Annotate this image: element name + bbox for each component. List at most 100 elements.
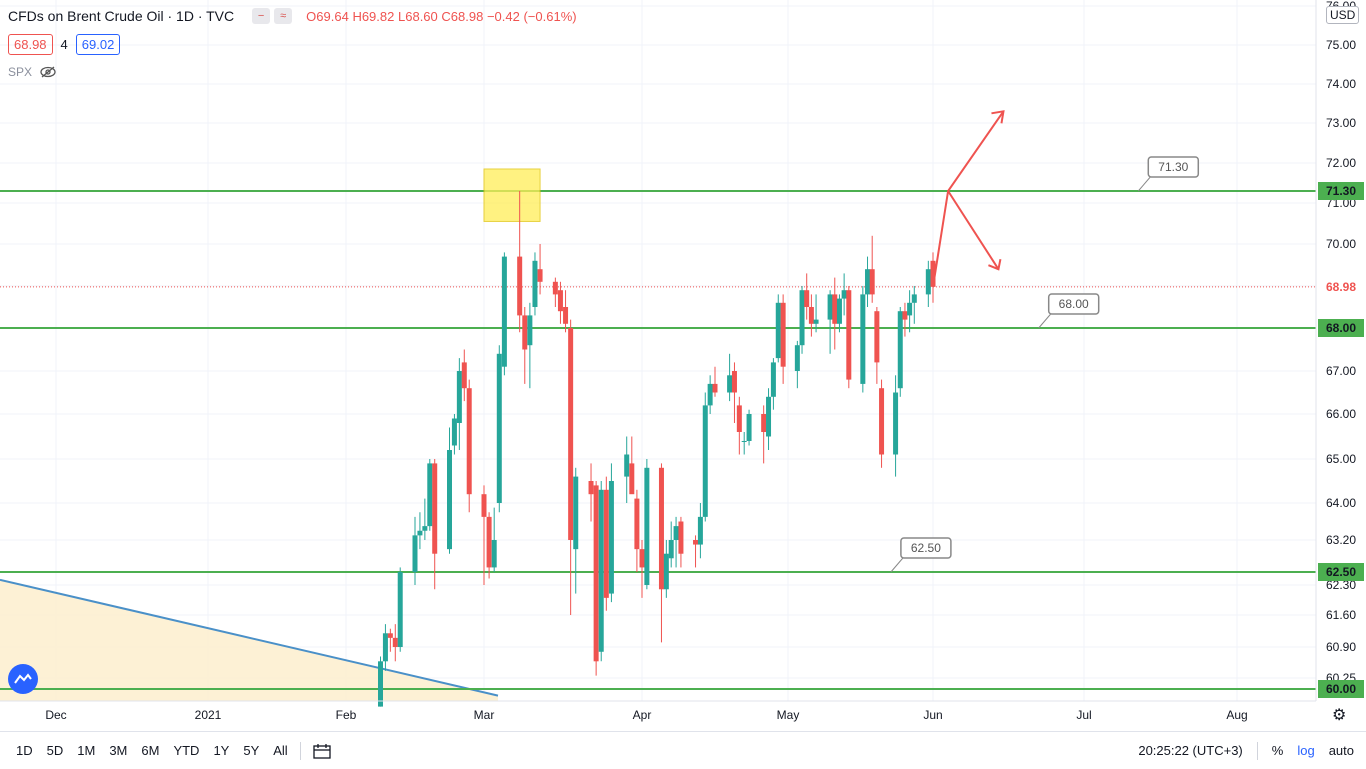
candle-body bbox=[911, 294, 917, 303]
chart-legend: CFDs on Brent Crude Oil · 1D · TVC − ≈ O… bbox=[8, 8, 577, 24]
candle-body bbox=[897, 311, 903, 389]
time-tick-label: 2021 bbox=[195, 708, 222, 722]
candle bbox=[736, 396, 742, 455]
candle-body bbox=[678, 521, 684, 554]
currency-badge[interactable]: USD bbox=[1326, 6, 1360, 24]
gear-icon[interactable]: ⚙ bbox=[1332, 707, 1347, 724]
tradingview-logo-icon[interactable] bbox=[8, 664, 38, 694]
candle bbox=[634, 489, 640, 572]
candle-body bbox=[846, 290, 852, 380]
arrow-up-head bbox=[991, 110, 1005, 124]
candle bbox=[702, 392, 708, 522]
level-tag bbox=[1318, 182, 1364, 200]
callout-62.50: 62.50 bbox=[890, 537, 952, 573]
candle-body bbox=[417, 530, 423, 536]
legend-toggles[interactable]: − ≈ bbox=[252, 8, 293, 24]
open-value: 69.64 bbox=[316, 8, 349, 24]
projection-arrows bbox=[932, 110, 1005, 287]
candle-body bbox=[741, 441, 747, 442]
candle bbox=[731, 362, 737, 423]
candle bbox=[568, 319, 574, 615]
grid bbox=[0, 0, 1316, 701]
candle-body bbox=[447, 450, 452, 550]
candle-body bbox=[573, 476, 579, 550]
candle bbox=[593, 481, 599, 676]
candle-body bbox=[766, 396, 772, 437]
price-tick-label: 72.00 bbox=[1326, 156, 1356, 170]
candle bbox=[422, 498, 428, 540]
candle-body bbox=[874, 311, 880, 363]
bid-price[interactable]: 68.98 bbox=[8, 34, 53, 55]
candle bbox=[775, 294, 781, 363]
current-price-tag bbox=[1318, 277, 1364, 296]
candle bbox=[897, 307, 903, 397]
auto-toggle[interactable]: auto bbox=[1328, 743, 1354, 758]
level-price-label: 68.00 bbox=[1318, 319, 1364, 337]
candle-body bbox=[517, 256, 523, 316]
candle bbox=[382, 624, 388, 671]
candle bbox=[527, 302, 533, 389]
log-toggle[interactable]: log bbox=[1297, 743, 1315, 758]
hidden-eye-icon[interactable] bbox=[40, 66, 56, 78]
candle bbox=[603, 476, 609, 611]
time-tick-label: Mar bbox=[474, 708, 495, 722]
timeframe-5y[interactable]: 5Y bbox=[243, 743, 260, 758]
date-range-icon[interactable] bbox=[313, 743, 331, 759]
timeframe-1d[interactable]: 1D bbox=[16, 743, 33, 758]
level-tag-text: 62.50 bbox=[1326, 565, 1356, 579]
clock-time[interactable]: 20:25:22 (UTC+3) bbox=[1138, 743, 1243, 758]
candle bbox=[902, 302, 908, 337]
candle bbox=[486, 512, 492, 579]
price-tick-label: 62.30 bbox=[1326, 578, 1356, 592]
percent-toggle[interactable]: % bbox=[1271, 743, 1284, 758]
level-tag bbox=[1318, 563, 1364, 581]
candle-body bbox=[537, 269, 543, 282]
candles bbox=[378, 191, 936, 707]
candle-body bbox=[461, 362, 467, 389]
bid-ask-row: 68.98 4 69.02 bbox=[8, 34, 121, 55]
candle-body bbox=[598, 489, 604, 652]
level-price-label: 71.30 bbox=[1318, 182, 1364, 200]
timeframe-6m[interactable]: 6M bbox=[141, 743, 160, 758]
callout-pointer bbox=[1038, 313, 1052, 329]
candle bbox=[598, 481, 604, 662]
candle-body bbox=[746, 414, 752, 441]
callout-box bbox=[1147, 156, 1200, 178]
candle-body bbox=[639, 549, 645, 568]
candle-body bbox=[663, 553, 669, 590]
trendline bbox=[0, 578, 499, 697]
candle-body bbox=[836, 298, 842, 324]
collapse-icon[interactable]: − bbox=[252, 8, 271, 24]
candle bbox=[608, 463, 614, 603]
bottom-toolbar: 1D 5D 1M 3M 6M YTD 1Y 5Y All 20:25:22 (UTC+3) % … bbox=[0, 731, 1366, 769]
candle-body bbox=[378, 661, 383, 707]
candle-body bbox=[387, 633, 393, 638]
candle bbox=[761, 405, 767, 464]
timeframe-all[interactable]: All bbox=[273, 743, 288, 758]
candle-body bbox=[644, 467, 650, 585]
axis-bg bbox=[1316, 0, 1366, 701]
candle bbox=[911, 286, 917, 324]
price-tick-label: 67.00 bbox=[1326, 364, 1356, 378]
high-label: H bbox=[352, 8, 362, 24]
candle-body bbox=[522, 315, 528, 350]
compare-symbol[interactable]: SPX bbox=[8, 65, 33, 79]
triangle-zone bbox=[0, 578, 499, 701]
candle bbox=[846, 286, 852, 389]
timeframe-ytd[interactable]: YTD bbox=[173, 743, 200, 758]
timeframe-3m[interactable]: 3M bbox=[109, 743, 128, 758]
highlight-rectangle bbox=[483, 168, 541, 222]
candle bbox=[573, 467, 579, 594]
compare-wave-icon[interactable]: ≈ bbox=[274, 8, 293, 24]
level-price-label: 60.00 bbox=[1318, 680, 1364, 698]
price-tick-label: 64.00 bbox=[1326, 496, 1356, 510]
symbol-title[interactable]: CFDs on Brent Crude Oil · 1D · TVC bbox=[8, 8, 235, 24]
candle bbox=[741, 432, 747, 455]
ask-price[interactable]: 69.02 bbox=[75, 34, 121, 55]
candle bbox=[432, 459, 438, 590]
timeframe-5d[interactable]: 5D bbox=[46, 743, 64, 758]
timeframe-1y[interactable]: 1Y bbox=[213, 743, 230, 758]
candle bbox=[693, 535, 699, 568]
timeframe-1m[interactable]: 1M bbox=[77, 743, 96, 758]
